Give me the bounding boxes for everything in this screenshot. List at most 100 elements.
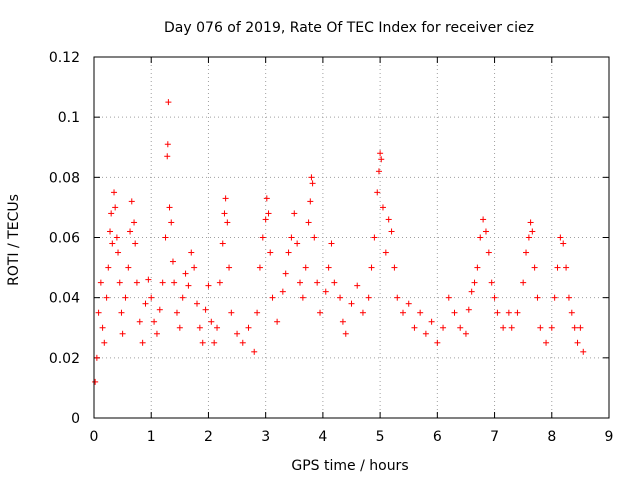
data-point bbox=[228, 309, 235, 316]
data-point bbox=[377, 150, 384, 157]
data-point bbox=[375, 168, 382, 175]
data-point bbox=[131, 219, 138, 226]
data-point bbox=[166, 204, 173, 211]
data-point bbox=[265, 210, 272, 217]
x-tick-label: 5 bbox=[376, 429, 385, 445]
data-point bbox=[348, 300, 355, 307]
x-tick-label: 3 bbox=[261, 429, 270, 445]
data-point bbox=[97, 279, 104, 286]
data-point bbox=[151, 318, 158, 325]
data-point bbox=[440, 324, 447, 331]
data-point bbox=[354, 282, 361, 289]
data-point bbox=[199, 339, 206, 346]
data-point bbox=[508, 324, 515, 331]
data-point bbox=[169, 258, 176, 265]
data-point bbox=[112, 204, 119, 211]
data-point bbox=[417, 309, 424, 316]
data-point bbox=[245, 324, 252, 331]
data-point bbox=[188, 249, 195, 256]
data-point bbox=[211, 339, 218, 346]
data-point bbox=[314, 279, 321, 286]
data-point bbox=[226, 264, 233, 271]
data-point bbox=[307, 198, 314, 205]
data-point bbox=[251, 348, 258, 355]
data-point bbox=[554, 264, 561, 271]
data-point bbox=[179, 294, 186, 301]
data-point bbox=[267, 249, 274, 256]
data-point bbox=[288, 234, 295, 241]
data-point bbox=[445, 294, 452, 301]
data-point bbox=[500, 324, 507, 331]
y-axis-label: ROTI / TECUs bbox=[6, 194, 22, 286]
data-point bbox=[491, 294, 498, 301]
data-point bbox=[279, 288, 286, 295]
data-point bbox=[514, 309, 521, 316]
data-point bbox=[382, 249, 389, 256]
data-point bbox=[337, 294, 344, 301]
data-point bbox=[164, 153, 171, 160]
data-points bbox=[92, 99, 587, 385]
data-point bbox=[205, 282, 212, 289]
data-point bbox=[224, 219, 231, 226]
data-point bbox=[574, 339, 581, 346]
data-point bbox=[411, 324, 418, 331]
y-tick-label: 0.1 bbox=[58, 110, 80, 126]
data-point bbox=[311, 234, 318, 241]
data-point bbox=[371, 234, 378, 241]
data-point bbox=[99, 324, 106, 331]
data-point bbox=[115, 249, 122, 256]
data-point bbox=[527, 219, 534, 226]
data-point bbox=[294, 240, 301, 247]
x-axis-label: GPS time / hours bbox=[291, 458, 408, 474]
data-point bbox=[95, 309, 102, 316]
data-point bbox=[165, 99, 172, 106]
data-point bbox=[107, 228, 114, 235]
data-point bbox=[305, 219, 312, 226]
y-tick-label: 0 bbox=[71, 411, 80, 427]
data-point bbox=[494, 309, 501, 316]
data-point bbox=[156, 306, 163, 313]
data-point bbox=[568, 309, 575, 316]
data-point bbox=[482, 228, 489, 235]
data-point bbox=[331, 279, 338, 286]
data-point bbox=[302, 264, 309, 271]
data-point bbox=[525, 234, 532, 241]
data-point bbox=[256, 264, 263, 271]
data-point bbox=[571, 324, 578, 331]
data-point bbox=[103, 294, 110, 301]
x-tick-labels: 0 1 2 3 4 5 6 7 8 9 bbox=[90, 429, 614, 445]
data-point bbox=[285, 249, 292, 256]
y-tick-label: 0.04 bbox=[49, 291, 80, 307]
data-point bbox=[101, 339, 108, 346]
data-point bbox=[194, 300, 200, 307]
data-point bbox=[297, 279, 303, 286]
data-point bbox=[537, 324, 544, 331]
data-point bbox=[462, 330, 469, 337]
data-point bbox=[109, 240, 116, 247]
data-point bbox=[471, 279, 478, 286]
data-point bbox=[282, 270, 289, 277]
data-point bbox=[465, 306, 472, 313]
data-point bbox=[171, 279, 178, 286]
data-point bbox=[176, 324, 183, 331]
data-point bbox=[182, 270, 189, 277]
data-point bbox=[543, 339, 550, 346]
data-point bbox=[325, 264, 332, 271]
plot-frame bbox=[93, 56, 610, 419]
data-point bbox=[118, 309, 125, 316]
data-point bbox=[485, 249, 492, 256]
y-tick-labels: 0 0.02 0.04 0.06 0.08 0.1 0.12 bbox=[49, 50, 80, 427]
data-point bbox=[214, 324, 221, 331]
data-point bbox=[185, 282, 192, 289]
data-point bbox=[474, 264, 481, 271]
data-point bbox=[128, 198, 135, 205]
data-point bbox=[577, 324, 584, 331]
data-point bbox=[269, 294, 276, 301]
data-point bbox=[111, 189, 118, 196]
data-point bbox=[216, 279, 223, 286]
data-point bbox=[368, 264, 375, 271]
data-point bbox=[378, 156, 385, 163]
data-point bbox=[119, 330, 126, 337]
data-point bbox=[488, 279, 495, 286]
data-point bbox=[400, 309, 406, 316]
